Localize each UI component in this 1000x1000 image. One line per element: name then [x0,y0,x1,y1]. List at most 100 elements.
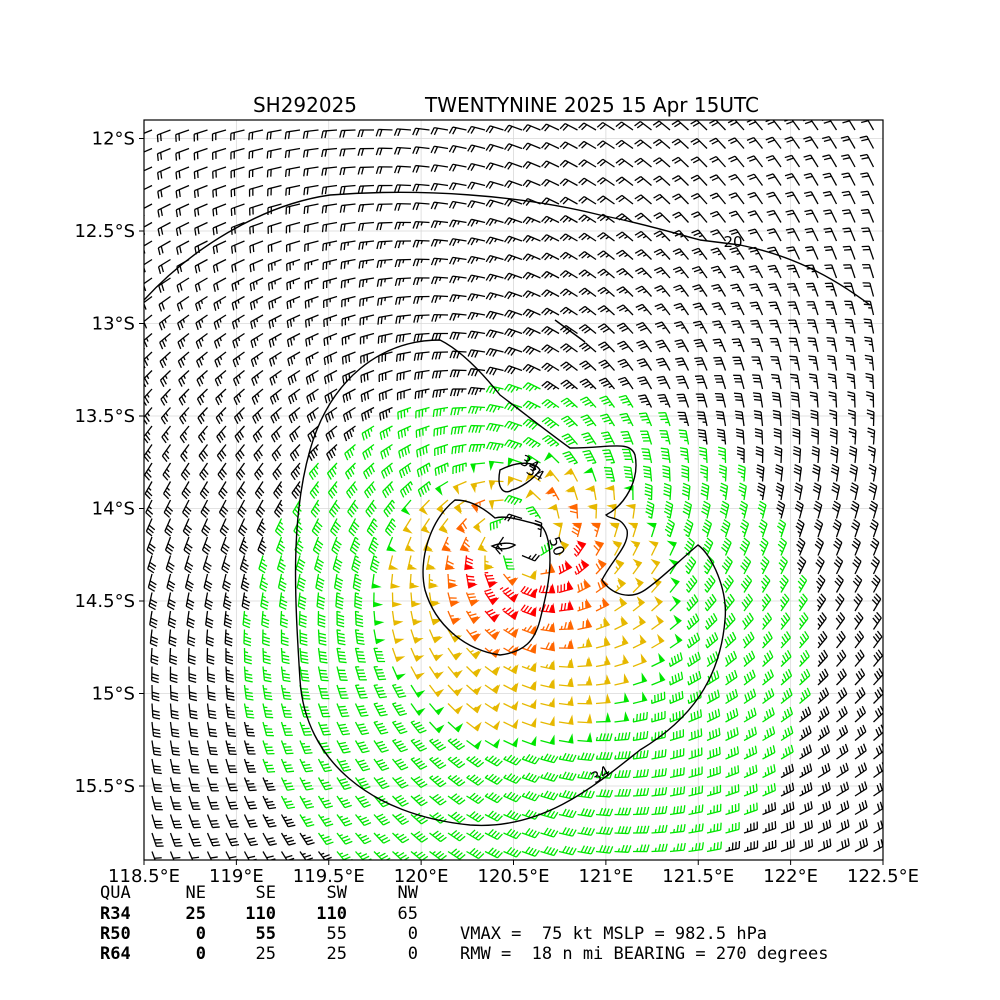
barb-feather [619,307,625,310]
barb-feather [471,294,474,300]
wind-barb [324,315,337,327]
wind-barb [486,126,503,133]
barb-staff [622,177,633,185]
barb-feather [810,392,817,393]
barb-feather [641,364,648,366]
barb-feather [164,494,169,499]
wind-barb [673,249,689,260]
wind-barb [691,175,707,185]
barb-feather [466,561,473,564]
barb-feather [343,168,344,175]
barb-feather [291,395,293,402]
barb-feather [475,407,478,414]
barb-feather [600,253,606,257]
barb-feather [272,301,273,308]
barb-feather [564,436,571,439]
barb-feather [489,127,493,133]
barb-half-feather [262,559,265,561]
barb-half-feather [316,466,318,469]
barb-feather [680,451,687,452]
wind-barb [486,367,503,375]
barb-feather [217,302,219,309]
wind-barb [272,426,282,442]
barb-feather [394,129,397,136]
barb-feather [220,531,226,536]
barb-feather [417,297,419,304]
barb-feather [328,394,330,401]
wind-barb [712,303,726,315]
barb-feather [683,487,690,490]
wind-barb [860,155,874,167]
barb-feather [809,359,816,360]
wind-barb [619,395,633,407]
barb-feather [161,171,162,178]
barb-feather [223,525,229,530]
barb-staff [773,174,781,186]
barb-feather [232,246,233,253]
barb-feather [756,447,763,449]
barb-feather [508,422,512,428]
barb-pennant [669,542,676,547]
wind-barb [304,167,319,176]
wind-barb [305,260,318,271]
barb-feather [359,224,360,231]
barb-feather [729,211,736,213]
barb-feather [563,236,568,241]
barb-feather [755,418,762,419]
barb-staff [397,166,411,167]
barb-feather [164,453,169,459]
barb-half-feather [760,495,763,497]
barb-feather [545,255,550,260]
wind-barb [374,593,381,607]
barb-feather [622,401,629,403]
barb-feather [788,287,795,288]
barb-feather [563,125,568,130]
barb-feather [196,304,198,311]
wind-barb [144,426,152,443]
barb-feather [315,525,320,530]
wind-barb [486,330,503,338]
wind-barb [350,537,360,554]
barb-staff [680,285,688,296]
barb-half-feather [569,293,572,295]
barb-feather [217,437,221,443]
wind-barb [582,451,596,464]
barb-feather [381,317,382,324]
barb-feather [182,434,186,440]
barb-feather [261,584,267,588]
barb-feather [361,395,362,402]
wind-barb [636,304,652,315]
wind-barb [643,466,651,481]
wind-barb [785,174,799,186]
barb-feather [864,322,871,323]
barb-feather [617,305,623,308]
barb-staff [360,223,374,224]
barb-feather [768,213,775,215]
barb-feather [843,213,850,214]
barb-feather [475,332,478,339]
barb-feather [644,476,651,477]
barb-feather [529,423,534,428]
wind-barb [757,483,765,500]
barb-feather [159,286,161,293]
wind-barb [710,211,725,222]
barb-feather [449,183,452,189]
barb-half-feather [312,355,313,359]
barb-half-feather [516,388,518,391]
wind-barb [220,519,228,536]
barb-feather [490,331,494,337]
barb-feather [293,512,298,517]
barb-feather [291,376,293,383]
barb-feather [241,588,247,592]
wind-barb [633,560,641,574]
barb-feather [382,472,385,479]
barb-feather [431,601,438,602]
barb-feather [255,493,260,498]
wind-barb [769,302,781,315]
barb-staff [659,121,670,130]
barb-feather [437,409,438,416]
wind-barb [397,352,411,362]
barb-feather [759,526,765,530]
barb-feather [508,497,512,503]
barb-feather [757,468,764,471]
